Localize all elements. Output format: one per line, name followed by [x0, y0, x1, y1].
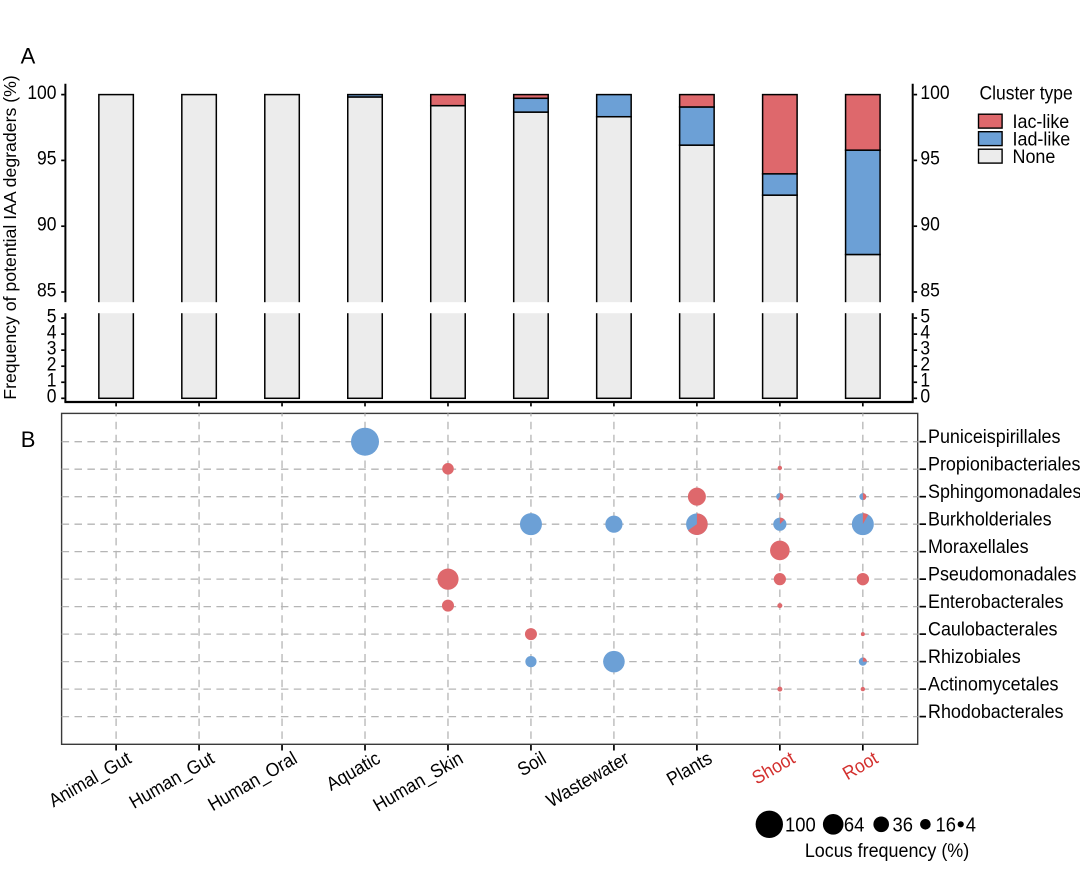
svg-text:64: 64: [844, 815, 865, 837]
svg-text:4: 4: [47, 321, 57, 343]
svg-text:Cluster type: Cluster type: [980, 82, 1073, 104]
svg-text:B: B: [21, 427, 36, 452]
svg-text:A: A: [21, 43, 36, 68]
svg-text:0: 0: [920, 385, 930, 407]
svg-text:2: 2: [920, 353, 930, 375]
svg-text:85: 85: [920, 279, 939, 301]
svg-text:Propionibacteriales: Propionibacteriales: [928, 453, 1080, 475]
svg-text:Pseudomonadales: Pseudomonadales: [928, 563, 1076, 585]
svg-text:Rhizobiales: Rhizobiales: [928, 645, 1021, 667]
svg-text:4: 4: [966, 815, 977, 837]
svg-text:Burkholderiales: Burkholderiales: [928, 508, 1052, 530]
svg-text:Caulobacterales: Caulobacterales: [928, 618, 1058, 640]
svg-text:3: 3: [47, 337, 57, 359]
svg-text:Moraxellales: Moraxellales: [928, 535, 1029, 557]
svg-text:100: 100: [920, 81, 949, 103]
svg-text:100: 100: [785, 815, 816, 837]
svg-text:4: 4: [920, 321, 930, 343]
svg-text:1: 1: [47, 369, 57, 391]
svg-text:3: 3: [920, 337, 930, 359]
svg-text:5: 5: [920, 305, 930, 327]
svg-text:None: None: [1013, 145, 1056, 167]
svg-text:Sphingomonadales: Sphingomonadales: [928, 480, 1080, 502]
svg-text:0: 0: [47, 385, 57, 407]
svg-text:Iac-like: Iac-like: [1013, 110, 1070, 132]
svg-text:95: 95: [920, 147, 939, 169]
svg-text:Puniceispirillales: Puniceispirillales: [928, 426, 1060, 448]
svg-text:16: 16: [936, 815, 956, 837]
svg-text:Rhodobacterales: Rhodobacterales: [928, 700, 1064, 722]
svg-text:90: 90: [920, 213, 939, 235]
svg-text:100: 100: [27, 81, 56, 103]
svg-text:Actinomycetales: Actinomycetales: [928, 673, 1059, 695]
svg-text:90: 90: [37, 213, 56, 235]
svg-text:2: 2: [47, 353, 57, 375]
svg-text:1: 1: [920, 369, 930, 391]
svg-text:85: 85: [37, 279, 56, 301]
svg-text:95: 95: [37, 147, 56, 169]
svg-text:Iad-like: Iad-like: [1013, 128, 1071, 150]
svg-text:Enterobacterales: Enterobacterales: [928, 590, 1064, 612]
svg-text:36: 36: [893, 815, 913, 837]
svg-text:Locus frequency (%): Locus frequency (%): [805, 839, 969, 861]
svg-text:Frequency of potential IAA deg: Frequency of potential IAA degraders (%): [0, 75, 20, 399]
svg-text:5: 5: [47, 305, 57, 327]
